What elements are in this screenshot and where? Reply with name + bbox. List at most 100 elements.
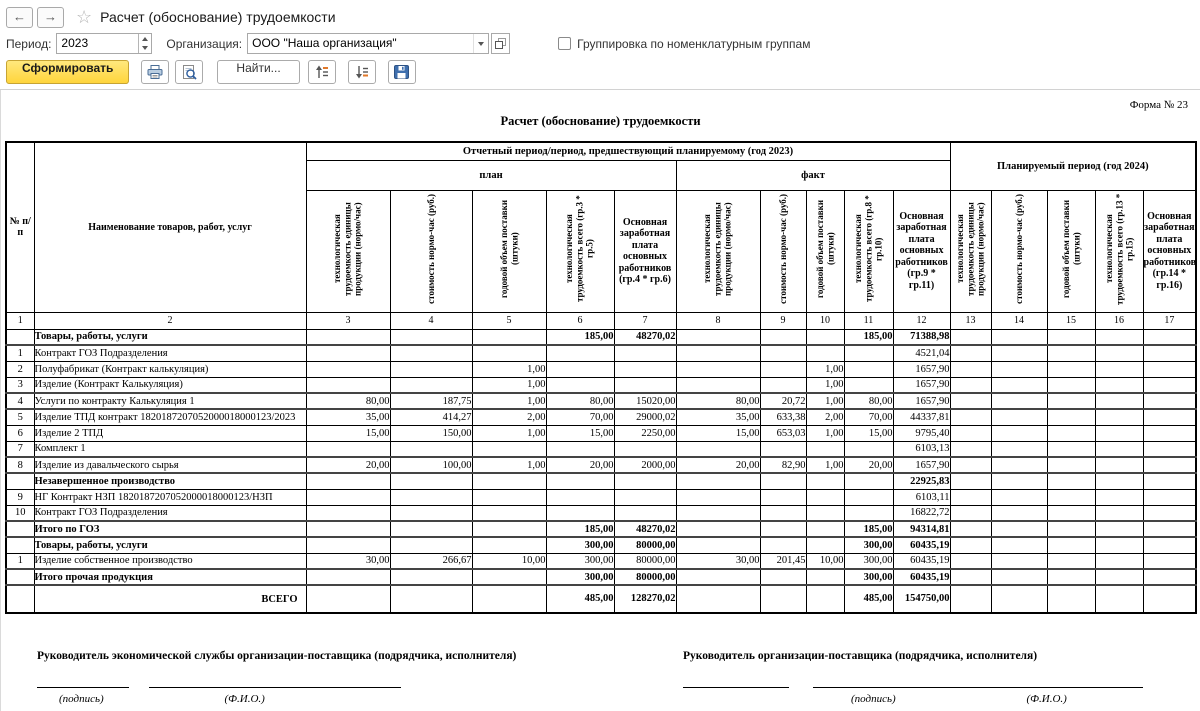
value-cell[interactable] [805, 568, 845, 586]
value-cell[interactable] [389, 488, 473, 506]
value-cell[interactable]: 35,00 [675, 408, 761, 426]
row-number-cell[interactable]: 1 [5, 552, 35, 570]
value-cell[interactable] [471, 488, 547, 506]
row-name-cell[interactable]: НГ Контракт НЗП 182018720705200001800012… [33, 488, 307, 506]
value-cell[interactable]: 2,00 [805, 408, 845, 426]
value-cell[interactable] [949, 424, 992, 442]
value-cell[interactable] [805, 504, 845, 522]
value-cell[interactable] [1094, 456, 1144, 474]
value-cell[interactable]: 15,00 [843, 424, 894, 442]
value-cell[interactable]: 1,00 [805, 456, 845, 474]
value-cell[interactable] [1094, 520, 1144, 538]
row-name-cell[interactable]: Изделие 2 ТПД [33, 424, 307, 442]
value-cell[interactable] [843, 376, 894, 394]
value-cell[interactable]: 1,00 [471, 360, 547, 378]
row-number-cell[interactable] [5, 328, 35, 346]
value-cell[interactable] [1142, 584, 1197, 614]
value-cell[interactable] [305, 584, 391, 614]
value-cell[interactable]: 1,00 [471, 456, 547, 474]
value-cell[interactable]: 60435,19 [892, 568, 951, 586]
value-cell[interactable] [949, 392, 992, 410]
value-cell[interactable]: 15,00 [305, 424, 391, 442]
value-cell[interactable] [1094, 472, 1144, 490]
value-cell[interactable] [305, 504, 391, 522]
row-number-cell[interactable]: 5 [5, 408, 35, 426]
value-cell[interactable]: 35,00 [305, 408, 391, 426]
value-cell[interactable] [759, 520, 807, 538]
value-cell[interactable] [1094, 584, 1144, 614]
value-cell[interactable] [843, 488, 894, 506]
value-cell[interactable] [1142, 360, 1197, 378]
value-cell[interactable] [1142, 328, 1197, 346]
value-cell[interactable] [389, 584, 473, 614]
value-cell[interactable] [759, 536, 807, 554]
value-cell[interactable] [1142, 488, 1197, 506]
value-cell[interactable]: 82,90 [759, 456, 807, 474]
value-cell[interactable] [305, 472, 391, 490]
value-cell[interactable] [843, 344, 894, 362]
value-cell[interactable] [389, 536, 473, 554]
print-button[interactable] [141, 60, 170, 84]
value-cell[interactable] [1094, 488, 1144, 506]
value-cell[interactable]: 414,27 [389, 408, 473, 426]
value-cell[interactable] [545, 344, 615, 362]
value-cell[interactable]: 1657,90 [892, 376, 951, 394]
value-cell[interactable] [843, 472, 894, 490]
value-cell[interactable] [1046, 488, 1096, 506]
row-number-cell[interactable]: 8 [5, 456, 35, 474]
value-cell[interactable] [305, 360, 391, 378]
value-cell[interactable] [990, 424, 1048, 442]
value-cell[interactable]: 1,00 [805, 424, 845, 442]
value-cell[interactable]: 29000,02 [613, 408, 677, 426]
value-cell[interactable] [990, 504, 1048, 522]
value-cell[interactable] [471, 472, 547, 490]
value-cell[interactable] [759, 440, 807, 458]
row-name-cell[interactable]: Изделие ТПД контракт 1820187207052000018… [33, 408, 307, 426]
value-cell[interactable] [675, 536, 761, 554]
row-name-cell[interactable]: Товары, работы, услуги [33, 536, 307, 554]
value-cell[interactable] [613, 344, 677, 362]
value-cell[interactable]: 1,00 [471, 424, 547, 442]
organization-input[interactable]: ООО "Наша организация" [247, 33, 490, 54]
back-button[interactable]: ← [6, 6, 33, 28]
value-cell[interactable]: 10,00 [471, 552, 547, 570]
value-cell[interactable] [675, 360, 761, 378]
value-cell[interactable] [675, 568, 761, 586]
row-name-cell[interactable]: Итого прочая продукция [33, 568, 307, 586]
value-cell[interactable]: 1,00 [471, 392, 547, 410]
value-cell[interactable]: 70,00 [843, 408, 894, 426]
value-cell[interactable] [1094, 536, 1144, 554]
value-cell[interactable]: 15,00 [675, 424, 761, 442]
value-cell[interactable] [1046, 472, 1096, 490]
value-cell[interactable] [949, 440, 992, 458]
value-cell[interactable] [805, 328, 845, 346]
value-cell[interactable]: 20,72 [759, 392, 807, 410]
value-cell[interactable]: 300,00 [545, 568, 615, 586]
value-cell[interactable]: 80000,00 [613, 568, 677, 586]
value-cell[interactable]: 71388,98 [892, 328, 951, 346]
value-cell[interactable] [1046, 568, 1096, 586]
value-cell[interactable]: 154750,00 [892, 584, 951, 614]
value-cell[interactable] [990, 584, 1048, 614]
value-cell[interactable]: 2250,00 [613, 424, 677, 442]
value-cell[interactable] [389, 328, 473, 346]
value-cell[interactable] [759, 472, 807, 490]
value-cell[interactable] [1046, 504, 1096, 522]
value-cell[interactable] [305, 488, 391, 506]
value-cell[interactable] [613, 504, 677, 522]
value-cell[interactable] [949, 328, 992, 346]
value-cell[interactable] [305, 536, 391, 554]
value-cell[interactable] [545, 440, 615, 458]
value-cell[interactable]: 300,00 [545, 536, 615, 554]
value-cell[interactable] [990, 376, 1048, 394]
value-cell[interactable] [1142, 440, 1197, 458]
expand-groups-button[interactable] [347, 60, 376, 84]
value-cell[interactable] [389, 376, 473, 394]
value-cell[interactable]: 94314,81 [892, 520, 951, 538]
spinner-up-icon[interactable] [139, 34, 151, 44]
row-name-cell[interactable]: Изделие собственное производство [33, 552, 307, 570]
row-number-cell[interactable]: 9 [5, 488, 35, 506]
value-cell[interactable]: 100,00 [389, 456, 473, 474]
value-cell[interactable] [1046, 344, 1096, 362]
value-cell[interactable]: 48270,02 [613, 520, 677, 538]
